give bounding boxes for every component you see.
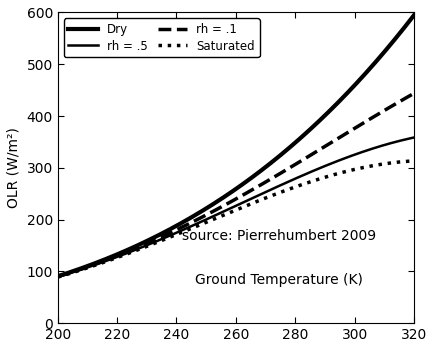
Line: Saturated: Saturated [58,161,414,277]
Dry [56,274,62,278]
rh = .1 [56,274,62,279]
Saturated [55,275,60,279]
Legend: Dry, rh = .5, rh = .1, Saturated: Dry, rh = .5, rh = .1, Saturated [64,18,260,57]
Dry [267,162,273,166]
Dry [378,54,383,58]
rh = .5 [267,188,273,192]
Saturated [273,192,278,196]
rh = .1 [267,178,273,182]
Saturated [56,275,62,279]
Dry [355,80,361,84]
Saturated [266,195,271,199]
rh = .5 [355,151,361,156]
Dry [273,157,278,161]
Line: Dry: Dry [58,15,414,276]
Line: rh = .5: rh = .5 [58,138,414,277]
Y-axis label: OLR (W/m²): OLR (W/m²) [7,127,21,208]
Dry [411,13,417,17]
Dry [55,274,60,278]
Saturated [355,166,361,171]
rh = .5 [266,188,271,193]
Saturated [411,159,417,163]
rh = .1 [378,111,383,115]
rh = .5 [378,144,383,148]
rh = .1 [55,275,60,279]
rh = .5 [56,275,62,279]
rh = .1 [411,91,417,96]
Dry [266,163,271,167]
Saturated [267,194,273,199]
rh = .1 [266,178,271,183]
rh = .5 [55,275,60,279]
Line: rh = .1: rh = .1 [58,94,414,277]
Text: Ground Temperature (K): Ground Temperature (K) [194,273,362,287]
Saturated [378,162,383,166]
rh = .1 [355,124,361,128]
Text: source: Pierrehumbert 2009: source: Pierrehumbert 2009 [181,229,376,243]
rh = .1 [273,174,278,178]
rh = .5 [273,185,278,190]
rh = .5 [411,135,417,140]
